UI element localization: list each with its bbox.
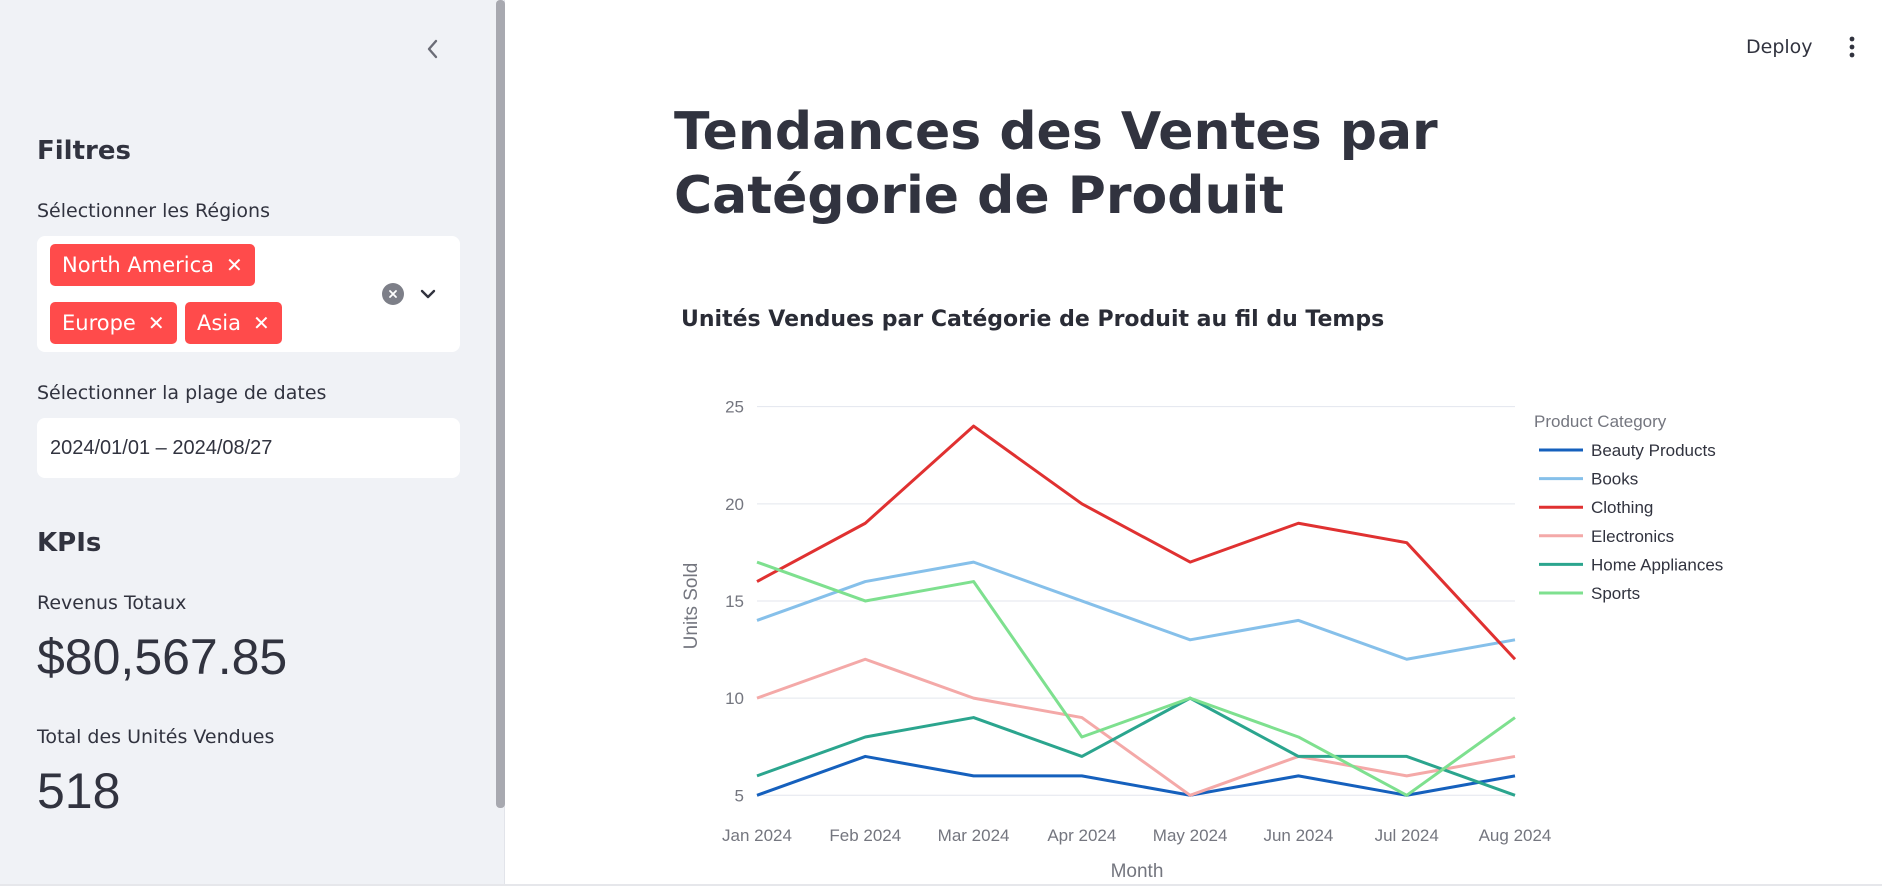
legend-item[interactable]: Electronics: [1539, 527, 1674, 546]
filters-heading: Filtres: [37, 136, 131, 166]
revenue-value: $80,567.85: [37, 629, 288, 685]
dates-label: Sélectionner la plage de dates: [37, 382, 327, 404]
region-tag-label: North America: [62, 253, 215, 277]
y-axis-ticks: 5 10 15 20 25: [725, 398, 744, 806]
series-line-beauty-products[interactable]: [756, 754, 1516, 797]
main-menu-button[interactable]: [1840, 32, 1864, 62]
x-tick-label: Aug 2024: [1479, 826, 1552, 845]
x-tick-label: Jan 2024: [722, 826, 792, 845]
legend-label: Sports: [1591, 584, 1640, 603]
chart-gridlines: [757, 406, 1515, 796]
x-tick-label: May 2024: [1153, 826, 1228, 845]
units-value: 518: [37, 763, 121, 819]
regions-label: Sélectionner les Régions: [37, 200, 270, 222]
y-tick-label: 10: [725, 689, 744, 708]
chevron-down-icon[interactable]: [417, 283, 439, 305]
legend-label: Home Appliances: [1591, 555, 1723, 574]
series-line-electronics[interactable]: [756, 657, 1516, 797]
close-icon[interactable]: ✕: [253, 311, 270, 335]
legend-label: Beauty Products: [1591, 441, 1716, 460]
legend-item[interactable]: Home Appliances: [1539, 555, 1723, 574]
chart-legend: Product Category Beauty Products Books Clo…: [1534, 412, 1723, 603]
y-tick-label: 15: [725, 592, 744, 611]
sidebar-scrollbar[interactable]: [496, 0, 505, 808]
x-tick-label: Jul 2024: [1375, 826, 1439, 845]
y-tick-label: 20: [725, 495, 744, 514]
region-tag-label: Europe: [62, 311, 136, 335]
legend-title: Product Category: [1534, 412, 1667, 431]
region-tag: Asia ✕: [185, 302, 282, 344]
x-tick-label: Feb 2024: [829, 826, 901, 845]
x-tick-label: Jun 2024: [1263, 826, 1333, 845]
legend-item[interactable]: Books: [1539, 470, 1638, 489]
y-tick-label: 25: [725, 398, 744, 417]
x-tick-label: Apr 2024: [1047, 826, 1116, 845]
legend-item[interactable]: Beauty Products: [1539, 441, 1716, 460]
legend-label: Books: [1591, 470, 1638, 489]
region-tag: Europe ✕: [50, 302, 177, 344]
y-tick-label: 5: [735, 786, 744, 805]
legend-item[interactable]: Clothing: [1539, 498, 1653, 517]
bottom-border: [0, 884, 1882, 886]
units-label: Total des Unités Vendues: [37, 726, 275, 748]
chevron-left-icon: [427, 39, 438, 59]
region-tag: North America ✕: [50, 244, 255, 286]
x-axis-title: Month: [1111, 861, 1164, 882]
y-axis-title: Units Sold: [681, 563, 702, 650]
legend-item[interactable]: Sports: [1539, 584, 1640, 603]
regions-multiselect[interactable]: North America ✕ Europe ✕ Asia ✕: [37, 236, 460, 352]
series-line-home-appliances[interactable]: [756, 696, 1516, 797]
chart-title: Unités Vendues par Catégorie de Produit …: [681, 307, 1385, 332]
x-tick-label: Mar 2024: [938, 826, 1010, 845]
region-tag-label: Asia: [197, 311, 242, 335]
legend-label: Clothing: [1591, 498, 1653, 517]
close-icon[interactable]: ✕: [226, 253, 243, 277]
date-range-input[interactable]: 2024/01/01 – 2024/08/27: [37, 418, 460, 478]
close-icon[interactable]: ✕: [147, 311, 165, 335]
series-line-sports[interactable]: [756, 560, 1516, 797]
page-title: Tendances des Ventes par Catégorie de Pr…: [674, 102, 1438, 226]
kpis-heading: KPIs: [37, 528, 102, 558]
vertical-dots-icon: [1849, 36, 1855, 58]
sidebar: Filtres Sélectionner les Régions North A…: [0, 0, 505, 886]
chart-series: [756, 424, 1517, 797]
series-line-clothing[interactable]: [756, 424, 1517, 661]
series-line-books[interactable]: [756, 560, 1516, 661]
revenue-label: Revenus Totaux: [37, 592, 187, 614]
sidebar-collapse-button[interactable]: [420, 36, 446, 62]
legend-label: Electronics: [1591, 527, 1674, 546]
x-axis-ticks: Jan 2024 Feb 2024 Mar 2024 Apr 2024 May 2024…: [722, 826, 1551, 845]
clear-circle-icon[interactable]: [382, 283, 404, 305]
deploy-button[interactable]: Deploy: [1746, 36, 1813, 58]
